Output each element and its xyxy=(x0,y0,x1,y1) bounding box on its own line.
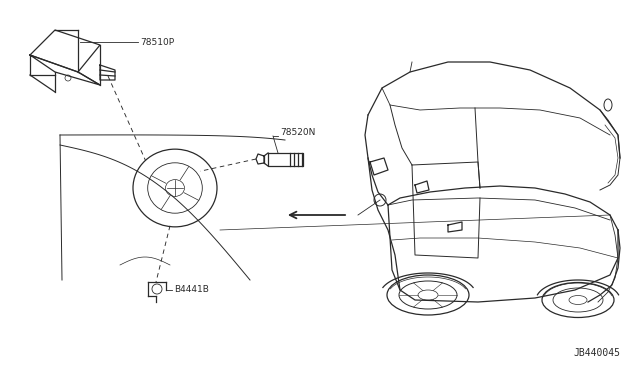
Text: 78520N: 78520N xyxy=(280,128,316,137)
Text: JB440045: JB440045 xyxy=(573,348,620,358)
Text: B4441B: B4441B xyxy=(174,285,209,295)
Text: 78510P: 78510P xyxy=(140,38,174,46)
